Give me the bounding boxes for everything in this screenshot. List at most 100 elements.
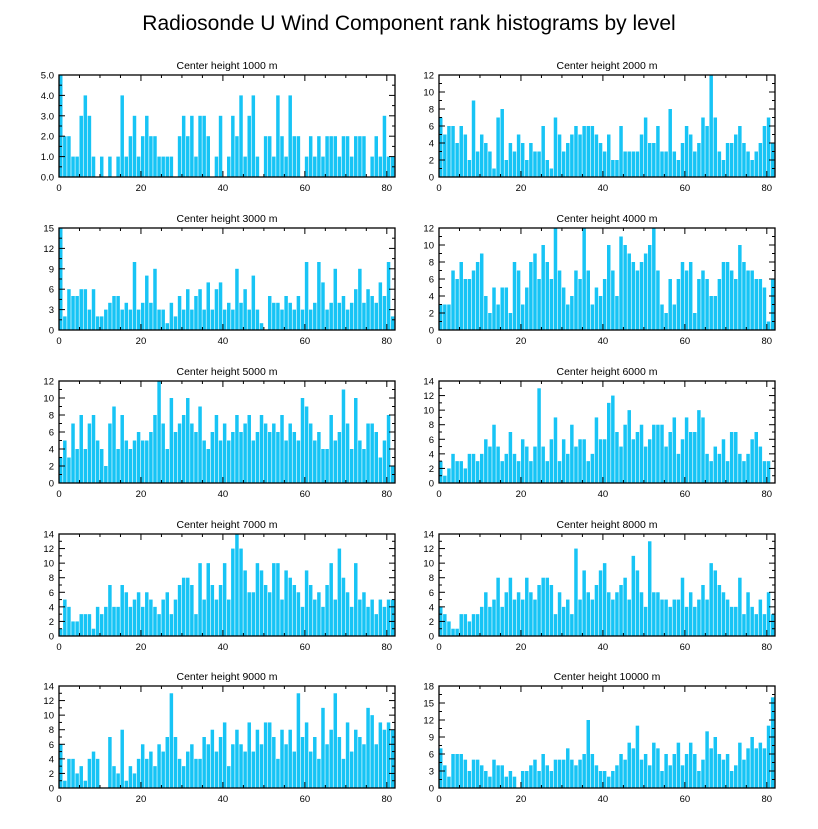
bar [153, 606, 157, 636]
bar [181, 309, 186, 330]
bar [177, 136, 182, 177]
bar [157, 156, 161, 177]
bar [186, 577, 190, 636]
bar [496, 117, 500, 177]
bar [317, 262, 321, 330]
bar [680, 262, 685, 330]
bar [91, 751, 96, 788]
bar [647, 541, 652, 636]
bar [153, 766, 157, 788]
bar [504, 287, 509, 330]
bar [471, 453, 476, 483]
y-tick-label: 4 [429, 139, 434, 150]
bar [668, 109, 672, 177]
bar [611, 160, 615, 177]
bar [243, 156, 247, 177]
bar [647, 765, 652, 788]
bar [128, 449, 133, 483]
bar [701, 759, 705, 788]
bar [717, 585, 722, 636]
bar [235, 729, 239, 788]
bar [300, 309, 305, 330]
bar [475, 461, 480, 483]
bar [602, 279, 607, 330]
y-tick-label: 10 [43, 394, 54, 405]
bar [99, 156, 104, 177]
x-tick-label: 20 [516, 642, 527, 653]
bar [561, 759, 566, 788]
bar [165, 156, 170, 177]
bar [140, 744, 145, 788]
bar [108, 302, 112, 330]
bar [549, 439, 554, 483]
bar [635, 432, 640, 483]
bar [362, 592, 366, 636]
bar [325, 309, 329, 330]
bar [717, 279, 722, 330]
x-tick-label: 20 [516, 489, 527, 500]
x-tick-label: 0 [436, 794, 441, 805]
bar [370, 715, 374, 788]
bar [194, 296, 198, 330]
bar [578, 599, 582, 636]
bar [717, 453, 722, 483]
bar [746, 453, 750, 483]
bar [770, 614, 775, 636]
bar [79, 415, 83, 483]
bar [243, 751, 247, 788]
y-tick-label: 8 [49, 725, 54, 736]
bar [243, 570, 247, 636]
panel-title: Center height 3000 m [177, 213, 278, 225]
bar [362, 744, 366, 788]
bar [382, 729, 387, 788]
x-tick-label: 60 [300, 183, 311, 194]
x-tick-label: 20 [136, 489, 147, 500]
y-tick-label: 4 [49, 754, 54, 765]
bar [337, 432, 342, 483]
x-tick-label: 80 [762, 794, 773, 805]
bar [664, 446, 668, 483]
bar [321, 282, 325, 330]
bar [136, 432, 141, 483]
bar [725, 143, 730, 177]
bar [280, 136, 284, 177]
bar [222, 563, 227, 636]
bar [439, 461, 443, 483]
bar [67, 758, 71, 788]
bar [594, 585, 599, 636]
y-tick-label: 14 [43, 530, 54, 541]
bar [688, 134, 693, 177]
x-tick-label: 40 [218, 183, 229, 194]
bar [742, 461, 746, 483]
bar [488, 606, 492, 636]
bar [762, 461, 767, 483]
bar [386, 156, 391, 177]
bar [259, 744, 264, 788]
bar [729, 432, 734, 483]
bar [713, 117, 718, 177]
bar [529, 765, 533, 788]
bar [390, 316, 395, 330]
bar [447, 776, 451, 788]
bar [479, 134, 484, 177]
y-tick-label: 6 [49, 285, 54, 296]
bar [313, 737, 317, 788]
bar [325, 136, 329, 177]
y-tick-label: 5.0 [41, 71, 54, 82]
bar [300, 606, 305, 636]
bar [598, 143, 603, 177]
y-tick-label: 18 [423, 682, 434, 693]
bar [705, 599, 709, 636]
bar [586, 592, 590, 636]
x-tick-label: 0 [56, 642, 61, 653]
bar [545, 262, 550, 330]
bar [627, 253, 631, 330]
bar [484, 143, 488, 177]
y-tick-label: 8 [49, 411, 54, 422]
bar [267, 296, 272, 330]
bar [447, 468, 451, 483]
bar [647, 143, 652, 177]
bar [210, 432, 215, 483]
bar [541, 577, 545, 636]
bar [165, 323, 170, 330]
